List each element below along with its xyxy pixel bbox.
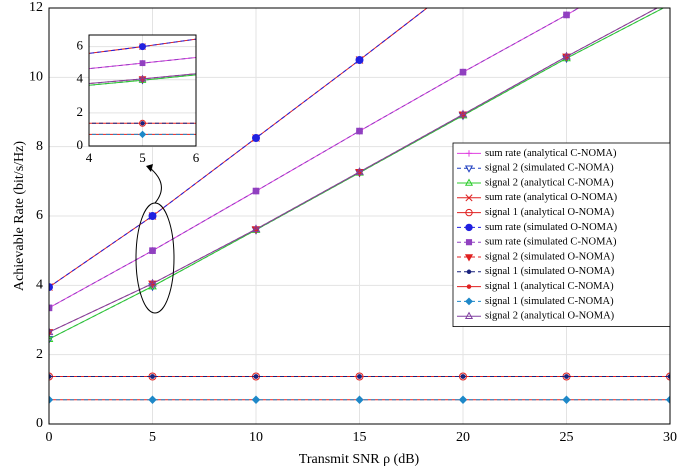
marker [140,121,145,126]
legend-marker [464,254,474,262]
marker [460,374,466,379]
x-tick-label: 0 [46,430,53,445]
y-tick-label: 10 [29,70,43,85]
legend-label: signal 2 (analytical C-NOMA) [485,177,614,188]
legend-marker [465,239,473,246]
legend-label: signal 1 (analytical C-NOMA) [485,281,614,292]
annotation-arrowhead [146,164,153,172]
x-tick-label: 15 [353,430,367,445]
x-tick-label: 20 [456,430,470,445]
marker [139,119,146,127]
marker [251,395,261,404]
marker [138,74,147,82]
marker [253,374,259,379]
marker [562,395,571,404]
legend-label: sum rate (analytical O-NOMA) [485,192,618,203]
marker [148,212,157,220]
marker [459,372,467,381]
marker [564,374,569,379]
legend-label: signal 2 (simulated C-NOMA) [485,163,614,174]
marker [149,247,156,254]
legend-marker [465,208,473,217]
marker [148,395,157,404]
series-line [49,8,659,333]
y-tick-label: 0 [77,137,84,152]
y-tick-label: 2 [77,104,84,119]
y-tick-label: 0 [36,416,43,431]
inset-axes: 4 5 6 0 2 4 6 [77,34,200,165]
marker [150,374,155,379]
legend-marker [464,178,474,186]
legend-label: signal 1 (simulated C-NOMA) [485,296,614,307]
legend-marker [466,269,472,275]
legend-label: signal 2 (analytical O-NOMA) [485,311,615,322]
legend-marker [464,311,474,319]
y-tick-label: 6 [36,208,43,223]
legend-box [452,142,671,328]
y-tick-label: 8 [36,139,43,154]
marker [49,327,54,336]
marker [49,283,53,292]
legend-label: signal 1 (simulated O-NOMA) [485,266,615,277]
marker [49,336,54,344]
x-tick-label: 30 [663,430,677,445]
series-layer [89,38,196,139]
y-tick-label: 4 [36,278,43,293]
marker [252,134,260,142]
marker [148,278,157,287]
y-tick-label: 12 [29,0,43,15]
legend-marker [466,284,472,289]
marker [356,127,363,135]
marker [562,51,571,60]
legend-label: sum rate (simulated C-NOMA) [485,237,617,248]
legend-label: sum rate (simulated O-NOMA) [485,222,618,233]
y-axis-label: Achievable Rate (bit/s/Hz) [12,141,27,291]
marker [138,130,147,139]
x-tick-label: 6 [193,150,200,165]
x-tick-label: 4 [86,150,93,165]
marker [355,56,364,64]
marker [665,395,670,404]
legend-marker [465,223,473,232]
marker [357,374,362,379]
series-line [89,73,196,85]
marker [251,224,261,233]
marker [139,60,146,67]
legend-marker [464,165,474,173]
axes-box [88,34,197,147]
x-tick-label: 5 [139,150,146,165]
marker [459,68,467,76]
x-tick-label: 25 [560,430,574,445]
marker [49,395,54,404]
marker [355,167,364,175]
marker [458,109,468,118]
marker [139,43,146,51]
legend-marker [465,150,473,157]
legend-label: signal 1 (analytical O-NOMA) [485,207,615,218]
legend-label: sum rate (analytical C-NOMA) [485,148,617,159]
marker [355,372,364,381]
x-tick-label: 5 [149,430,156,445]
y-tick-label: 6 [77,38,84,53]
marker [458,395,468,404]
annotation-arrow [149,167,162,204]
legend: sum rate (analytical C-NOMA) signal 2 (si… [452,142,671,328]
legend-marker [465,297,473,306]
marker [563,11,570,19]
marker [355,395,364,404]
series-layer [49,8,670,404]
legend-label: signal 2 (simulated O-NOMA) [485,251,615,262]
x-axis-label: Transmit SNR ρ (dB) [299,452,420,467]
y-tick-label: 2 [36,347,43,362]
marker [252,187,260,195]
y-tick-label: 4 [77,71,84,86]
legend-marker [465,194,473,202]
marker [49,334,54,343]
x-tick-label: 10 [249,430,263,445]
